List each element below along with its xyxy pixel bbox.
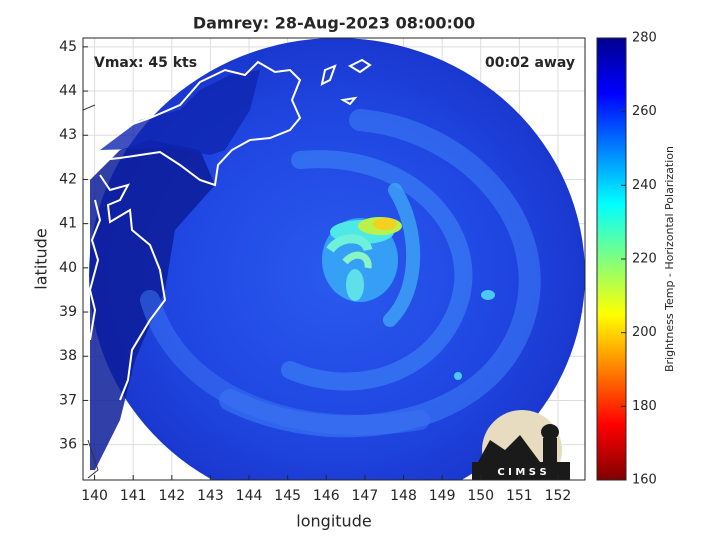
cloud-bands [140, 109, 541, 438]
colorbar-label: Brightness Temp - Horizontal Polarizatio… [663, 146, 676, 372]
colorbar-tick-label: 180 [632, 399, 657, 414]
annotation: Vmax: 45 kts [94, 55, 197, 71]
y-tick-label: 41 [59, 216, 77, 232]
y-tick-label: 39 [59, 304, 77, 320]
x-axis-label: longitude [296, 512, 371, 531]
x-tick-label: 145 [274, 488, 301, 504]
colorbar-tick-label: 200 [632, 325, 657, 340]
x-tick-label: 144 [236, 488, 263, 504]
colorbar-tick-label: 160 [632, 473, 657, 488]
colorbar-tick-label: 220 [632, 252, 657, 267]
x-tick-label: 140 [81, 488, 108, 504]
x-tick-label: 146 [313, 488, 340, 504]
x-tick-label: 143 [197, 488, 224, 504]
land-region [100, 70, 260, 155]
map-area [83, 38, 585, 480]
y-tick-label: 36 [59, 437, 77, 453]
annotation: 00:02 away [485, 55, 575, 71]
x-tick-label: 147 [352, 488, 379, 504]
colorbar-tick-label: 240 [632, 178, 657, 193]
x-tick-label: 152 [545, 488, 572, 504]
x-tick-label: 142 [158, 488, 185, 504]
x-tick-label: 151 [506, 488, 533, 504]
plot-frame [82, 37, 586, 481]
cimss-logo [472, 410, 570, 480]
x-tick-label: 150 [467, 488, 494, 504]
storm-core [322, 217, 495, 380]
y-tick-label: 37 [59, 392, 77, 408]
y-tick-label: 42 [59, 171, 77, 187]
y-axis-label: latitude [32, 228, 51, 289]
x-tick-label: 148 [390, 488, 417, 504]
y-tick-label: 44 [59, 83, 77, 99]
colorbar-tick-label: 280 [632, 31, 657, 46]
y-tick-label: 40 [59, 260, 77, 276]
y-tick-label: 43 [59, 127, 77, 143]
chart-title: Damrey: 28-Aug-2023 08:00:00 [193, 14, 475, 33]
y-tick-label: 38 [59, 348, 77, 364]
x-tick-label: 141 [120, 488, 147, 504]
y-tick-label: 45 [59, 39, 77, 55]
colorbar-tick-label: 260 [632, 104, 657, 119]
x-tick-label: 149 [429, 488, 456, 504]
coastline [88, 58, 372, 401]
coastline-outside [83, 104, 99, 479]
logo-text: C I M S S [497, 467, 546, 478]
